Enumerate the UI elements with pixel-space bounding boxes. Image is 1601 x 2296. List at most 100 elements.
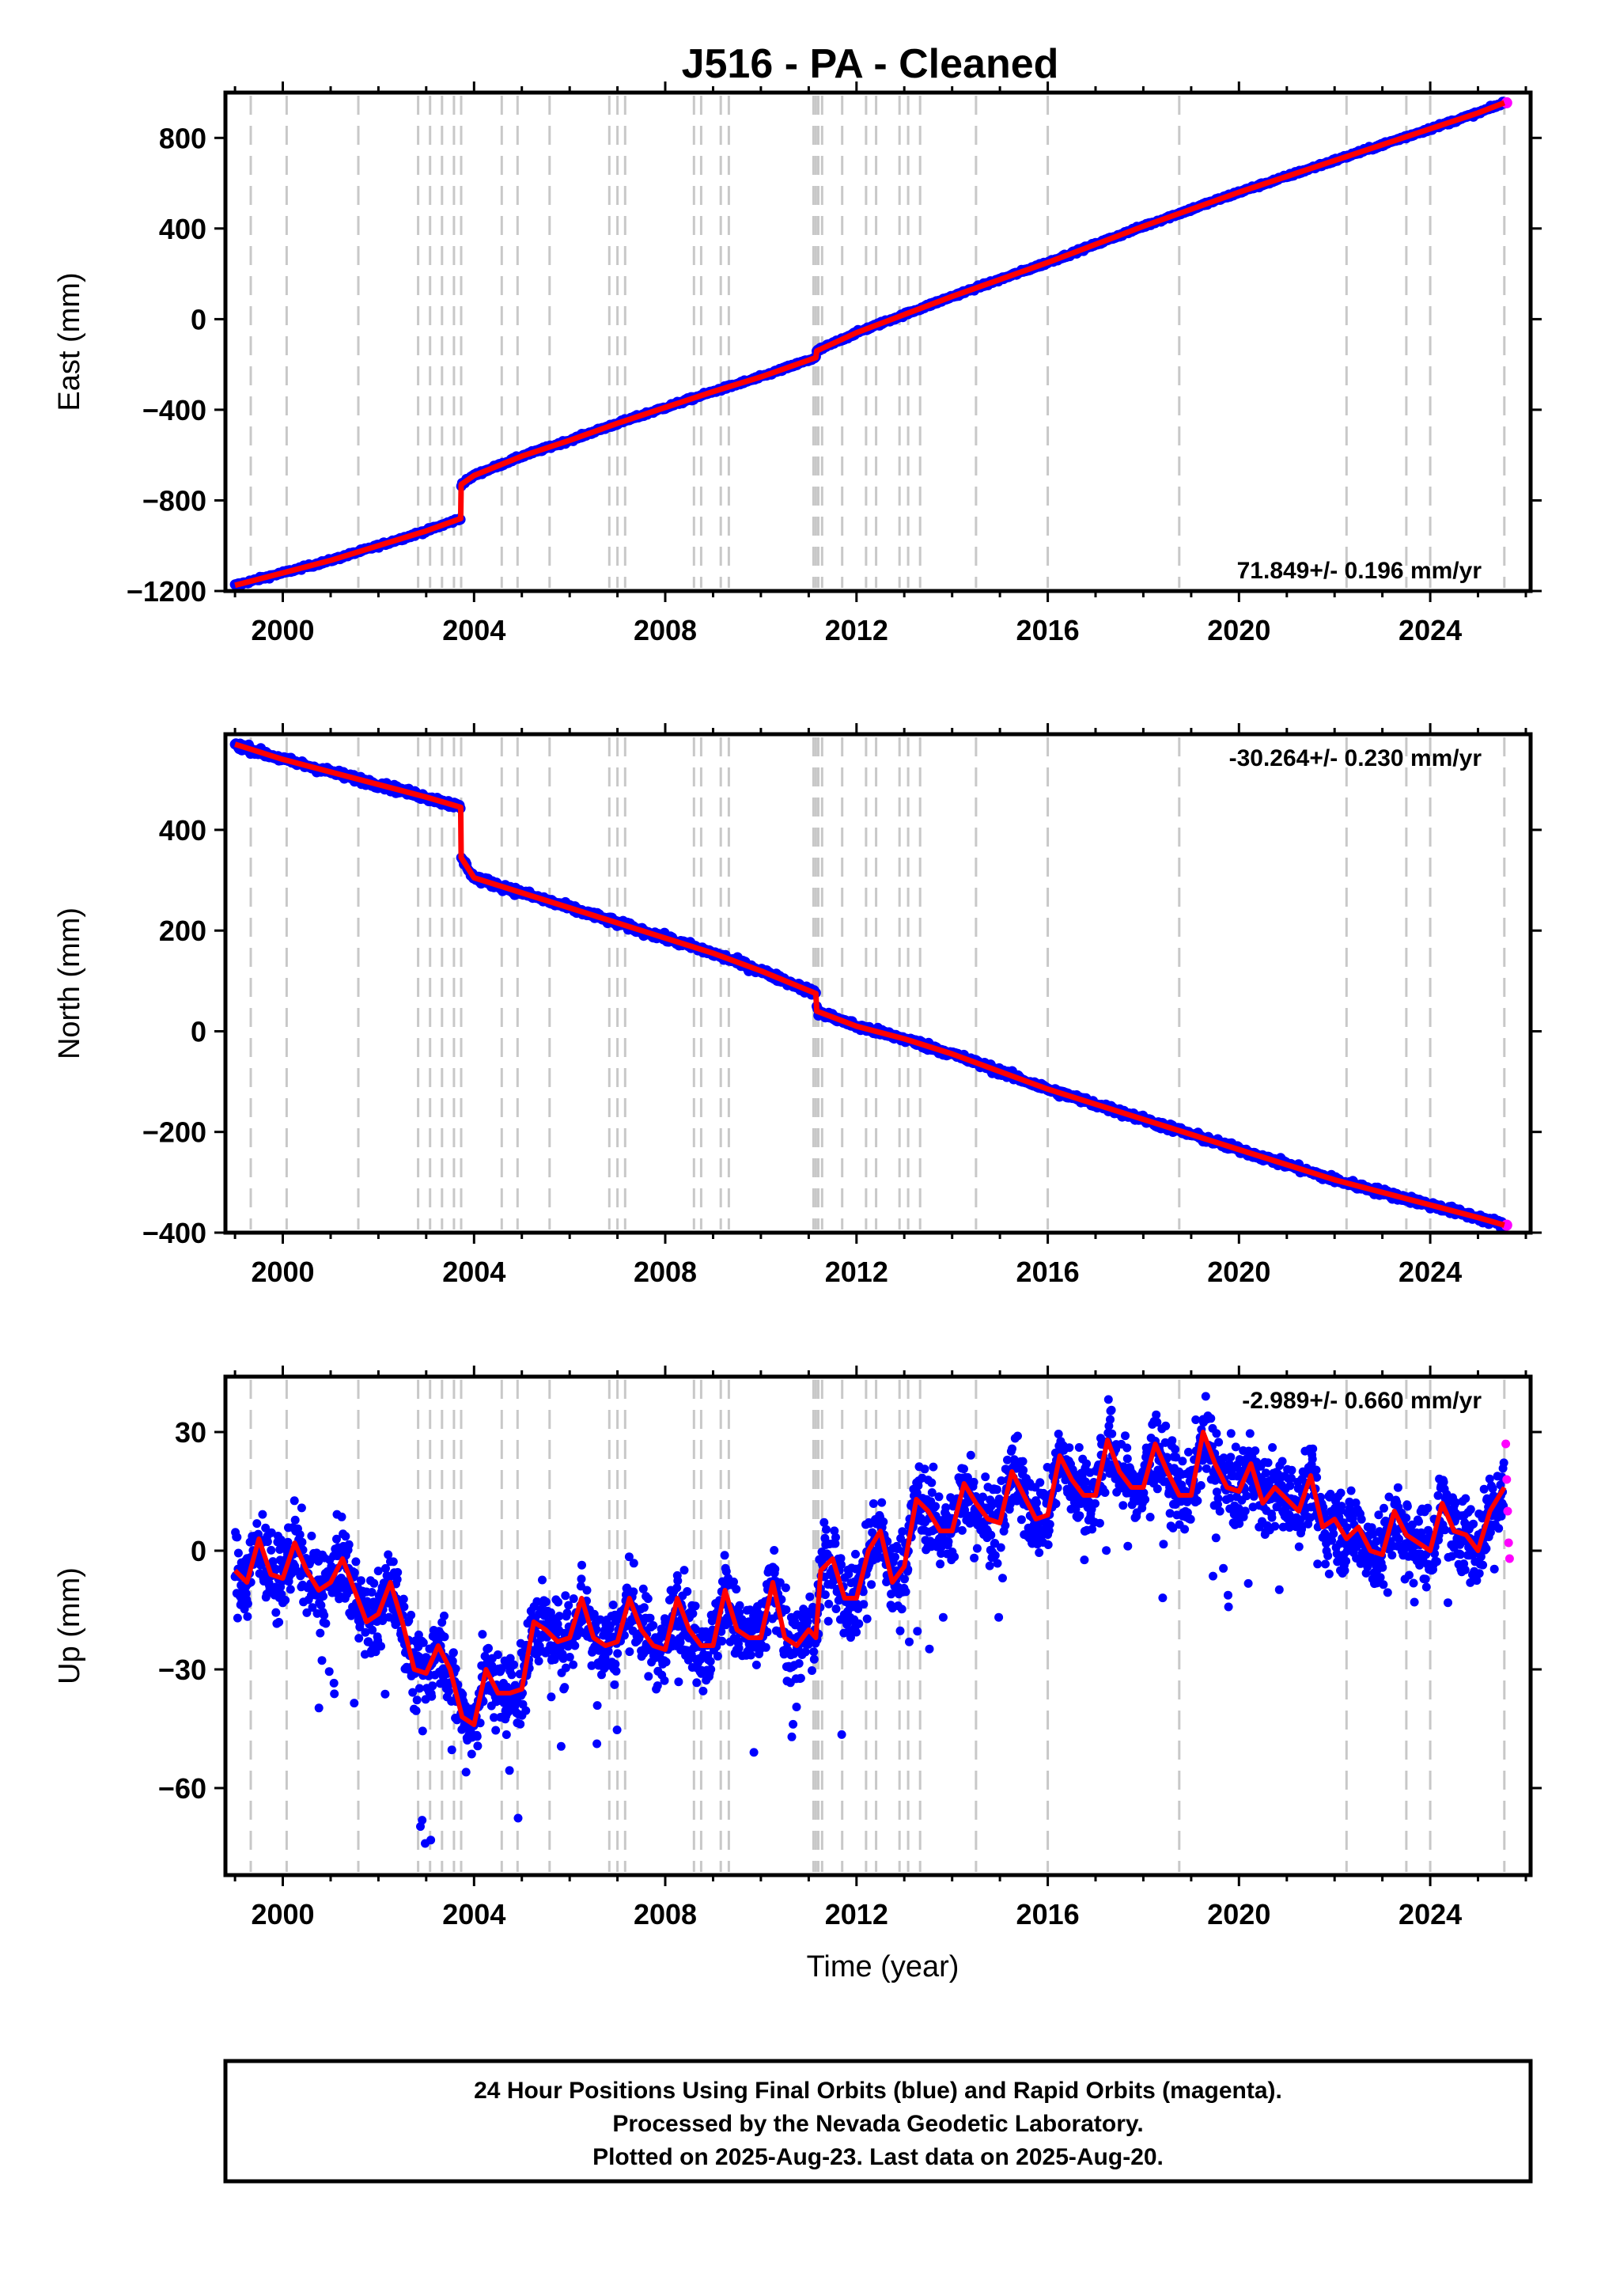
final-point [610,1680,619,1689]
y-tick-label: 400 [159,213,206,245]
final-point [473,1741,483,1751]
x-tick-label: 2016 [1016,614,1080,646]
final-point [613,1649,623,1658]
y-tick-label: −400 [142,1217,206,1249]
final-point [770,1546,779,1555]
final-point [944,1537,953,1546]
final-point [891,1552,899,1562]
final-point [969,1477,978,1487]
final-point [938,1612,948,1622]
final-point [794,1659,804,1668]
east-y-axis-label: East (mm) [53,272,86,411]
final-point [341,1532,350,1541]
final-point [957,1525,967,1535]
final-point [501,1730,511,1739]
final-point [851,1549,860,1559]
final-point [706,1657,715,1666]
final-point [823,1616,833,1626]
final-point [734,1643,744,1653]
y-tick-label: 400 [159,814,206,847]
final-point [377,1642,385,1651]
final-point [509,1660,519,1669]
final-point [411,1706,421,1715]
up-panel: 2000 2004 2008 2012 2016 2020 2024−60−30030Up … [53,1366,1542,1983]
final-point [449,1648,458,1658]
final-point [852,1627,861,1637]
final-point [905,1637,914,1646]
final-point [986,1530,996,1540]
final-point [931,1502,941,1511]
final-point [560,1683,570,1692]
final-point [900,1574,909,1584]
final-point [713,1651,722,1661]
final-point [929,1462,938,1472]
final-point [252,1519,262,1529]
final-point [295,1530,305,1540]
y-tick-label: 200 [159,915,206,947]
final-point [717,1636,727,1646]
final-point [805,1592,815,1601]
final-point [418,1726,427,1736]
final-point [407,1610,416,1620]
final-point [399,1594,408,1604]
final-point [547,1692,556,1702]
final-point [859,1600,869,1609]
final-point [516,1719,525,1729]
final-point [577,1574,586,1584]
final-point [809,1647,819,1657]
final-point [644,1672,653,1681]
final-point [562,1608,572,1618]
north-model-line [234,741,1505,1228]
final-point [513,1813,523,1823]
final-point [444,1687,453,1696]
final-point [320,1611,329,1620]
final-point [541,1597,551,1607]
final-point [629,1587,638,1597]
final-point [258,1510,267,1519]
final-point [831,1605,841,1613]
east-model-line [234,100,1506,589]
final-point [393,1567,403,1577]
final-point [831,1533,840,1542]
final-point [749,1748,759,1757]
final-point [792,1703,801,1711]
final-point [447,1745,456,1755]
final-point [369,1578,379,1588]
final-point [661,1658,671,1667]
final-point [569,1660,578,1669]
final-point [679,1566,689,1575]
final-point [698,1686,708,1695]
y-tick-label: −400 [142,394,206,426]
x-tick-label: 2020 [1207,614,1270,646]
final-point [612,1726,622,1734]
final-point [570,1641,580,1650]
north-y-axis-label: North (mm) [53,907,86,1059]
x-tick-label: 2004 [442,1256,505,1288]
final-point [467,1749,476,1759]
final-point [625,1647,634,1657]
final-point [796,1673,805,1683]
final-point [290,1515,300,1525]
north-plot-frame [223,732,1533,1235]
final-point [355,1619,365,1628]
x-tick-label: 2000 [251,1256,314,1288]
final-point [746,1650,755,1660]
final-point [565,1653,574,1661]
x-tick-label: 2016 [1016,1256,1080,1288]
final-point [484,1643,493,1653]
final-point [673,1576,683,1586]
x-tick-label: 2012 [825,614,888,646]
final-point [317,1656,327,1665]
final-point [867,1580,876,1589]
final-point [837,1730,846,1739]
final-point [639,1603,649,1612]
x-tick-label: 2024 [1399,1256,1462,1288]
final-point [286,1585,295,1594]
final-point [493,1650,502,1659]
final-point [809,1654,819,1664]
final-point [643,1594,653,1604]
east-final-points [229,97,1509,590]
final-point [913,1627,922,1636]
x-tick-label: 2004 [442,614,505,646]
